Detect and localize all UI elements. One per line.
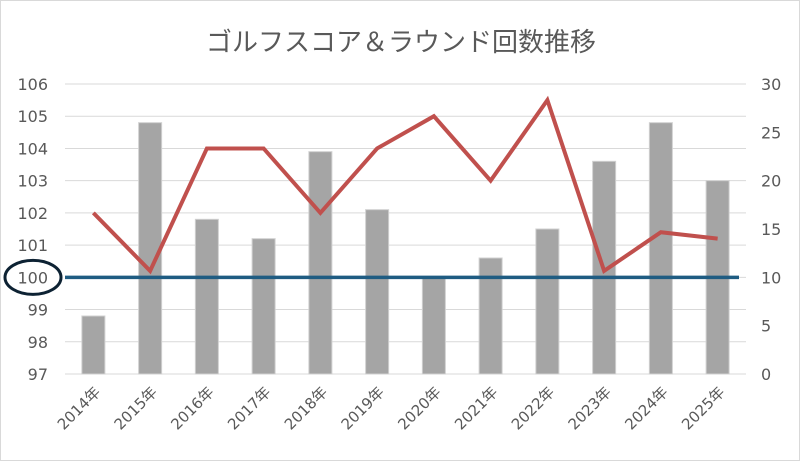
right-tick-label: 20 <box>761 172 781 191</box>
x-tick-label: 2015年 <box>111 383 161 433</box>
x-tick-label: 2014年 <box>54 383 104 433</box>
left-tick-label: 103 <box>17 172 48 191</box>
x-tick-label: 2025年 <box>678 383 728 433</box>
bar-2015年 <box>139 123 162 374</box>
bar-2017年 <box>252 239 275 374</box>
x-tick-label: 2019年 <box>338 383 388 433</box>
bar-2016年 <box>195 219 218 374</box>
left-tick-label: 100 <box>17 268 48 287</box>
right-tick-label: 5 <box>761 317 771 336</box>
bar-2024年 <box>649 123 672 374</box>
x-tick-label: 2016年 <box>167 383 217 433</box>
right-tick-label: 30 <box>761 75 781 94</box>
left-tick-label: 102 <box>17 204 48 223</box>
x-tick-label: 2023年 <box>565 383 615 433</box>
left-tick-label: 105 <box>17 107 48 126</box>
left-tick-label: 104 <box>17 139 48 158</box>
left-tick-label: 101 <box>17 236 48 255</box>
right-tick-label: 15 <box>761 220 781 239</box>
left-tick-label: 99 <box>28 301 48 320</box>
right-tick-label: 25 <box>761 123 781 142</box>
bar-2021年 <box>479 258 502 374</box>
x-tick-label: 2024年 <box>621 383 671 433</box>
left-tick-label: 97 <box>28 365 48 384</box>
x-tick-label: 2020年 <box>394 383 444 433</box>
x-tick-label: 2017年 <box>224 383 274 433</box>
x-tick-label: 2022年 <box>508 383 558 433</box>
chart-title: ゴルフスコア＆ラウンド回数推移 <box>206 28 596 58</box>
x-tick-label: 2018年 <box>281 383 331 433</box>
left-tick-label: 98 <box>28 333 48 352</box>
x-tick-label: 2021年 <box>451 383 501 433</box>
bar-2014年 <box>82 316 105 374</box>
right-tick-label: 0 <box>761 365 771 384</box>
bar-2020年 <box>422 277 445 374</box>
bar-2022年 <box>536 229 559 374</box>
bar-2018年 <box>309 152 332 374</box>
right-tick-label: 10 <box>761 268 781 287</box>
bar-2019年 <box>366 210 389 374</box>
left-tick-label: 106 <box>17 75 48 94</box>
